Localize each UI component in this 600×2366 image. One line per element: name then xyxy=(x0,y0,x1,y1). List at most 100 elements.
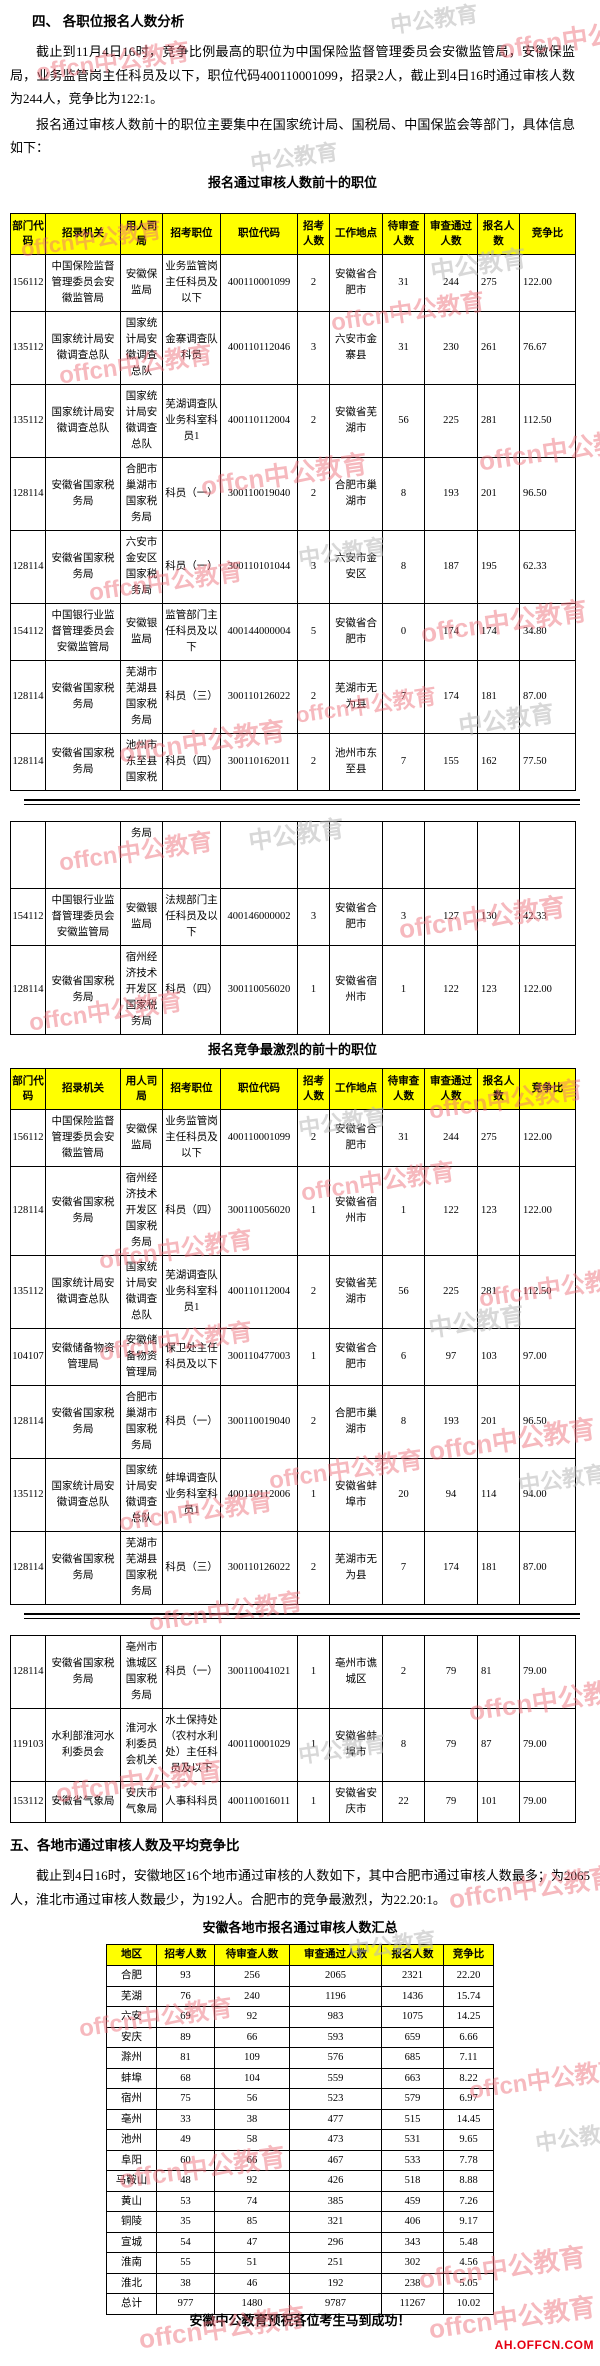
section5-heading: 五、各地市通过审核人数及平均竞争比 xyxy=(10,1838,240,1853)
table-cell: 31 xyxy=(382,253,425,312)
table-cell: 安徽省国家税务局 xyxy=(45,529,121,604)
table-cell: 400110016011 xyxy=(220,1780,298,1823)
table-cell: 安徽省蚌埠市 xyxy=(329,1707,383,1782)
table-cell: 74 xyxy=(214,2190,290,2212)
table-row: 128114 安徽省国家税务局 合肥市巢湖市国家税务局 科员（一） 3001100190… xyxy=(10,456,576,531)
table-cell: 1 xyxy=(297,1780,330,1823)
table-cell: 42.33 xyxy=(519,887,576,946)
table-cell: 181 xyxy=(477,1530,520,1605)
table-cell: 六安 xyxy=(106,2006,157,2028)
table-cell: 亳州 xyxy=(106,2108,157,2130)
table-row: 128114 安徽省国家税务局 亳州市谯城区国家税务局 科员（一） 3001100410… xyxy=(10,1634,576,1709)
table-cell: 芜湖市芜湖县国家税务局 xyxy=(120,1530,163,1605)
table-cell: 385 xyxy=(289,2190,382,2212)
column-header: 报名人数 xyxy=(477,212,520,255)
table-cell: 47 xyxy=(214,2231,290,2253)
table-cell: 监管部门主任科员及以下 xyxy=(162,602,221,661)
table-cell: 54 xyxy=(156,2231,215,2253)
table-cell: 科员（一） xyxy=(162,1384,221,1459)
table-cell: 14.25 xyxy=(443,2006,494,2028)
table-cell xyxy=(519,820,576,889)
table-cell: 业务监管岗主任科员及以下 xyxy=(162,253,221,312)
table-cell: 103 xyxy=(477,1327,520,1386)
table-cell: 中国银行业监督管理委员会安徽监管局 xyxy=(45,887,121,946)
table-cell: 195 xyxy=(477,529,520,604)
table-cell: 533 xyxy=(381,2149,444,2171)
table-row: 蚌埠 68 104 559 663 8.22 xyxy=(106,2067,494,2089)
table-cell: 科员（三） xyxy=(162,1530,221,1605)
table-cell: 128114 xyxy=(10,456,46,531)
table-cell: 1436 xyxy=(381,1985,444,2007)
table-cell: 46 xyxy=(214,2272,290,2294)
table-cell: 7.78 xyxy=(443,2149,494,2171)
table-cell: 321 xyxy=(289,2211,382,2233)
table-row: 128114 安徽省国家税务局 池州市东至县国家税 科员（四） 300110162011… xyxy=(10,732,576,791)
table-cell: 94 xyxy=(424,1457,478,1532)
table-cell: 6.66 xyxy=(443,2026,494,2048)
table-cell: 101 xyxy=(477,1780,520,1823)
table-cell: 96.50 xyxy=(519,456,576,531)
table-cell: 阜阳 xyxy=(106,2149,157,2171)
table-cell: 2 xyxy=(297,253,330,312)
table-row: 154112 中国银行业监督管理委员会安徽监管局 安徽银监局 法规部门主任科员及以下 4… xyxy=(10,887,576,946)
table-cell: 300110041021 xyxy=(220,1634,298,1709)
table-cell: 1 xyxy=(297,1634,330,1709)
table-cell: 5.05 xyxy=(443,2272,494,2294)
page-break-line xyxy=(24,798,580,805)
table-cell: 300110101044 xyxy=(220,529,298,604)
table-cell: 593 xyxy=(289,2026,382,2048)
table-cell: 7.26 xyxy=(443,2190,494,2212)
table-cell: 保卫处主任科员及以下 xyxy=(162,1327,221,1386)
table-cell: 安徽省芜湖市 xyxy=(329,383,383,458)
column-header: 工作地点 xyxy=(329,1067,383,1110)
table-cell: 安徽省蚌埠市 xyxy=(329,1457,383,1532)
table-cell: 7 xyxy=(382,1530,425,1605)
table-cell: 68 xyxy=(156,2067,215,2089)
table-cell: 135112 xyxy=(10,383,46,458)
table-row: 128114 安徽省国家税务局 芜湖市芜湖县国家税务局 科员（三） 3001101260… xyxy=(10,659,576,734)
table-cell: 安徽储备物资管理局 xyxy=(45,1327,121,1386)
table-cell: 66 xyxy=(214,2149,290,2171)
table-cell: 58 xyxy=(214,2129,290,2151)
table-cell: 蚌埠 xyxy=(106,2067,157,2089)
table-cell xyxy=(162,820,221,889)
table-cell: 400110001029 xyxy=(220,1707,298,1782)
table-cell: 156112 xyxy=(10,1108,46,1167)
table-cell: 淮南 xyxy=(106,2252,157,2274)
table-cell: 89 xyxy=(156,2026,215,2048)
table-cell: 128114 xyxy=(10,732,46,791)
table-cell: 154112 xyxy=(10,887,46,946)
column-header: 审查通过人数 xyxy=(289,1944,382,1966)
table-cell: 87 xyxy=(477,1707,520,1782)
table-cell: 193 xyxy=(424,1384,478,1459)
table-cell: 300110126022 xyxy=(220,659,298,734)
table-cell: 业务监管岗主任科员及以下 xyxy=(162,1108,221,1167)
table-cell: 135112 xyxy=(10,1457,46,1532)
column-header: 部门代码 xyxy=(10,1067,46,1110)
table-cell: 合肥 xyxy=(106,1965,157,1987)
column-header: 部门代码 xyxy=(10,212,46,255)
table-cell: 127 xyxy=(424,887,478,946)
table-cell: 96.50 xyxy=(519,1384,576,1459)
table-cell: 铜陵 xyxy=(106,2211,157,2233)
table-cell: 5 xyxy=(297,602,330,661)
table-cell: 人事科科员 xyxy=(162,1780,221,1823)
table-cell: 2321 xyxy=(381,1965,444,1987)
table-cell: 62.33 xyxy=(519,529,576,604)
table-cell: 400110112006 xyxy=(220,1457,298,1532)
table-cell: 400110112004 xyxy=(220,1254,298,1329)
section4-paragraph-1: 截止到11月4日16时，竞争比例最高的职位为中国保险监督管理委员会安徽监管局，安… xyxy=(10,44,575,106)
table-cell: 宿州 xyxy=(106,2088,157,2110)
table-cell: 安徽省合肥市 xyxy=(329,602,383,661)
table-cell: 225 xyxy=(424,383,478,458)
table-cell: 122.00 xyxy=(519,944,576,1035)
table3-header-row: 地区 招考人数 待审查人数 审查通过人数 报名人数 竞争比 xyxy=(106,1944,494,1966)
column-header: 报名人数 xyxy=(477,1067,520,1110)
table-cell: 安徽储备物资管理局 xyxy=(120,1327,163,1386)
table-cell: 2 xyxy=(297,1530,330,1605)
table-cell: 7 xyxy=(382,659,425,734)
table-cell: 559 xyxy=(289,2067,382,2089)
table-cell: 31 xyxy=(382,1108,425,1167)
table-cell: 芜湖调查队业务科室科员1 xyxy=(162,383,221,458)
table-row: 153112 安徽省气象局 安庆市气象局 人事科科员 400110016011 1 安徽省安… xyxy=(10,1780,576,1823)
